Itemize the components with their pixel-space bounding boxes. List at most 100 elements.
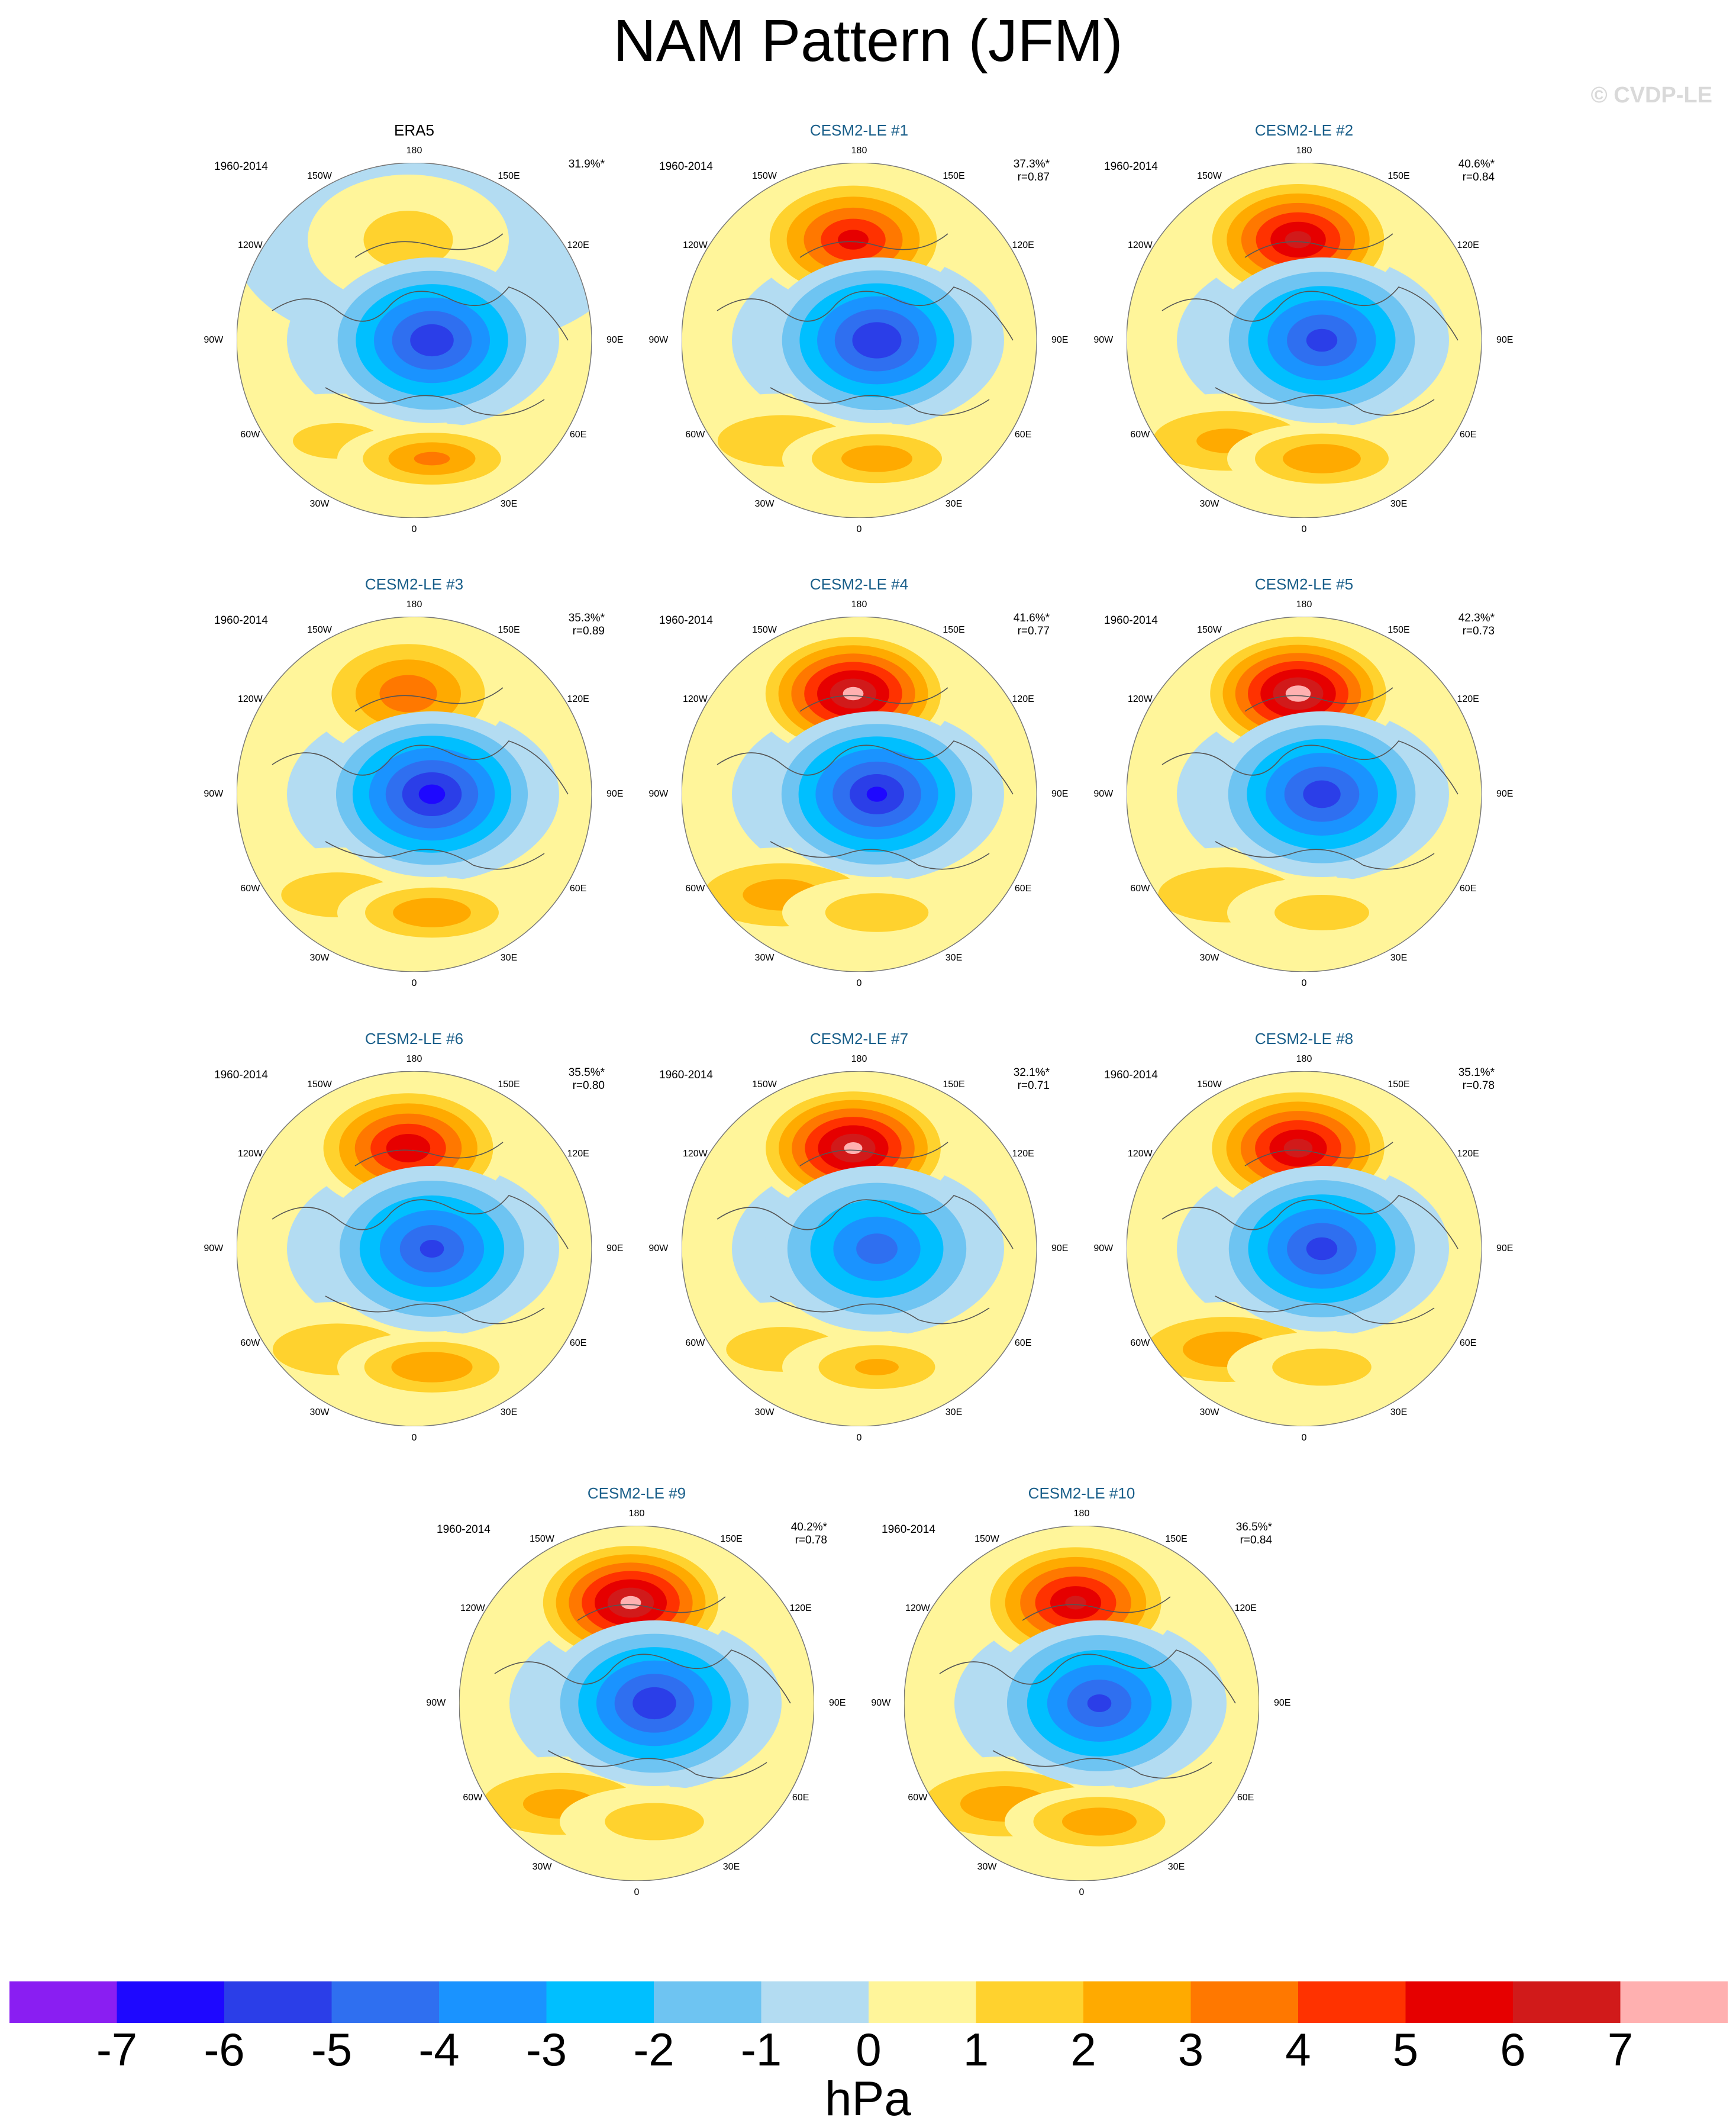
coastlines [717,687,1014,870]
european-high-contour-2 [393,898,471,927]
panel-title: CESM2-LE #9 [587,1484,686,1502]
longitude-label: 120W [682,240,708,250]
european-high [1227,423,1416,494]
arctic-low-contour-5 [410,324,454,357]
longitude-label: 90W [204,335,224,345]
arctic-low [764,257,989,423]
longitude-label: 90E [828,1698,846,1708]
pattern-correlation: r=0.89 [572,625,605,637]
coastlines [272,1142,569,1324]
longitude-label: 90W [204,789,224,799]
longitude-label: 30W [309,499,330,510]
longitude-label: 150W [752,1079,777,1090]
period-label: 1960-2014 [659,614,713,627]
arctic-low [542,1620,767,1786]
pacific-high-contour-5 [386,1133,431,1163]
longitude-label: 60E [569,1338,587,1348]
longitude-label: 120W [1127,1149,1153,1159]
longitude-label: 120E [567,240,589,250]
colorbar [9,1981,1728,2023]
longitude-label: 120E [1012,1149,1034,1159]
longitude-label: 120E [1457,240,1479,250]
longitude-label: 150W [307,1079,332,1090]
longitude-label: 0 [856,1433,862,1443]
pacific-high [753,629,954,759]
longitude-label: 60W [240,430,260,440]
colorbar-segment [761,1981,869,2023]
longitude-label: 60W [240,1338,260,1348]
longitude-label: 0 [856,524,862,534]
copyright-watermark: © CVDP-LE [1590,83,1712,108]
map-panel: CESM2-LE #10 1960-2014 36.5%* r=0.84 180 150E… [857,1484,1306,1934]
longitude-label: 120E [567,694,589,704]
longitude-label: 90W [204,1243,224,1253]
arctic-low [1209,1166,1434,1332]
longitude-label: 90E [1496,789,1514,799]
polar-map [1127,1071,1482,1426]
period-label: 1960-2014 [437,1523,491,1536]
longitude-label: 180 [1296,600,1312,610]
longitude-label: 120E [1457,694,1479,704]
european-high-contour-3 [414,452,450,466]
longitude-label: 30W [1199,1407,1219,1418]
map-panel: CESM2-LE #2 1960-2014 40.6%* r=0.84 180 150E 1… [1079,121,1529,571]
polar-map [237,1071,592,1426]
longitude-label: 120W [1127,694,1153,704]
coastlines [272,687,569,870]
european-high [782,423,972,494]
panel-stats: 42.3%* r=0.73 [1459,612,1495,638]
colorbar-tick: -1 [740,2023,782,2076]
longitude-label: 30W [1199,953,1219,963]
map-panel: CESM2-LE #9 1960-2014 40.2%* r=0.78 180 150E 1… [412,1484,861,1934]
european-high [1005,1786,1194,1857]
longitude-label: 30W [754,499,775,510]
colorbar-tick: -5 [311,2023,353,2076]
colorbar-segment [439,1981,547,2023]
pattern-correlation: r=0.71 [1017,1079,1050,1092]
variance-explained: 31.9%* [568,158,605,170]
longitude-label: 30E [500,499,518,510]
variance-explained: 36.5%* [1235,1521,1272,1533]
panel-title: CESM2-LE #10 [1028,1484,1135,1502]
arctic-low-contour-5 [852,322,902,359]
european-high-contour-2 [1061,1807,1137,1836]
longitude-label: 90E [1051,789,1069,799]
panel-title: CESM2-LE #3 [364,575,464,593]
panel-stats: 35.1%* r=0.78 [1459,1066,1495,1092]
arctic-low [320,711,544,877]
longitude-label: 120W [237,1149,263,1159]
longitude-label: 180 [406,600,422,610]
coastlines [1161,233,1459,416]
coastlines [717,233,1014,416]
colorbar-tick: 3 [1177,2023,1204,2076]
period-label: 1960-2014 [882,1523,935,1536]
longitude-label: 150E [1387,170,1410,181]
longitude-label: 150W [1197,170,1222,181]
pacific-high-contour-5 [838,230,869,250]
longitude-label: 120W [905,1603,930,1613]
longitude-label: 90W [648,335,669,345]
pacific-high-contour-7 [1285,685,1311,702]
longitude-label: 180 [406,1054,422,1064]
longitude-label: 0 [411,1433,417,1443]
longitude-label: 60E [569,884,587,894]
longitude-label: 150E [943,170,965,181]
colorbar-segment [1620,1981,1728,2023]
longitude-label: 60E [1459,1338,1477,1348]
variance-explained: 35.3%* [568,612,605,624]
colorbar-unit: hPa [825,2072,911,2126]
arctic-low [764,711,989,877]
longitude-label: 180 [851,146,867,156]
polar-map [459,1526,814,1881]
variance-explained: 37.3%* [1013,158,1050,170]
longitude-label: 150E [1387,1079,1410,1090]
longitude-label: 30E [945,1407,963,1418]
arctic-low-contour-6 [866,787,888,802]
european-high-contour-2 [841,445,912,472]
longitude-label: 30W [309,953,330,963]
colorbar-segment [331,1981,440,2023]
longitude-label: 60E [792,1793,809,1803]
colorbar-segment [117,1981,225,2023]
colorbar-segment [546,1981,654,2023]
european-high [560,1786,749,1857]
